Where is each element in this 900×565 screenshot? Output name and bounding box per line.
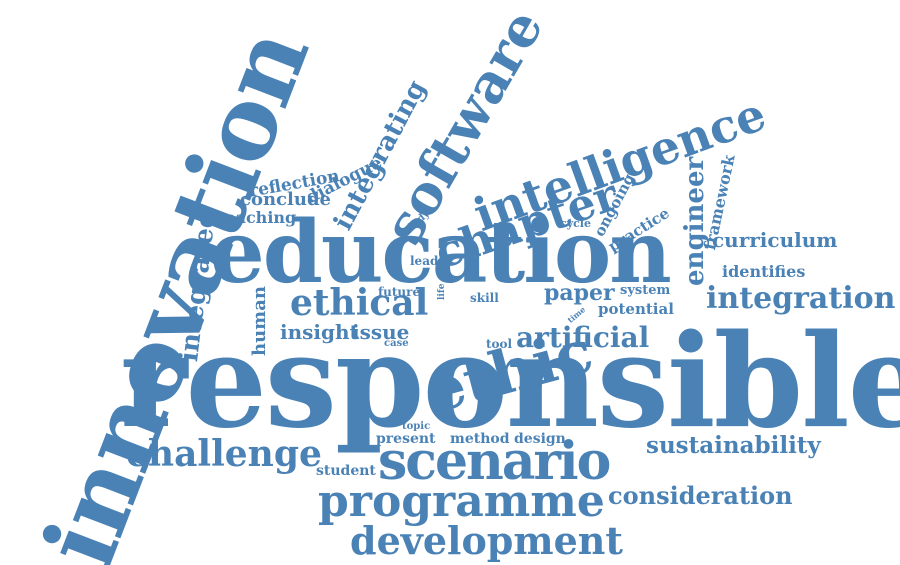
word-case: case — [384, 338, 409, 349]
word-curriculum: curriculum — [712, 228, 838, 252]
word-system: system — [620, 283, 671, 298]
word-teaching: teaching — [218, 208, 297, 227]
word-issue: issue — [352, 320, 410, 344]
word-consideration: consideration — [608, 481, 793, 510]
word-skill: skill — [470, 291, 499, 305]
word-insight: insight — [280, 320, 359, 344]
word-scenario: scenario — [378, 431, 611, 492]
word-conclude: conclude — [240, 189, 331, 210]
word-cycle: cycle — [560, 217, 591, 230]
word-responsible: responsible — [120, 307, 900, 457]
word-sustainability: sustainability — [646, 432, 821, 459]
word-development: development — [350, 518, 623, 563]
word-present: present — [376, 431, 436, 447]
word-programme: programme — [318, 476, 605, 527]
word-design: design — [514, 431, 566, 447]
word-paper: paper — [544, 280, 615, 306]
word-topic: topic — [402, 421, 431, 432]
word-ethical: ethical — [290, 282, 429, 324]
word-tool: tool — [486, 337, 513, 351]
word-artificial: artificial — [516, 321, 650, 354]
word-future: future — [378, 285, 421, 299]
word-life: life — [437, 283, 447, 300]
word-student: student — [316, 463, 376, 479]
word-human: human — [249, 286, 270, 356]
word-identifies: identifies — [722, 262, 806, 281]
word-engineer: engineer — [680, 156, 710, 286]
word-education: education — [210, 202, 672, 303]
word-lead: lead — [410, 254, 439, 268]
word-challenge: challenge — [126, 433, 322, 475]
word-integration: integration — [706, 281, 896, 316]
word-potential: potential — [598, 300, 674, 318]
word-method: method — [450, 431, 510, 447]
